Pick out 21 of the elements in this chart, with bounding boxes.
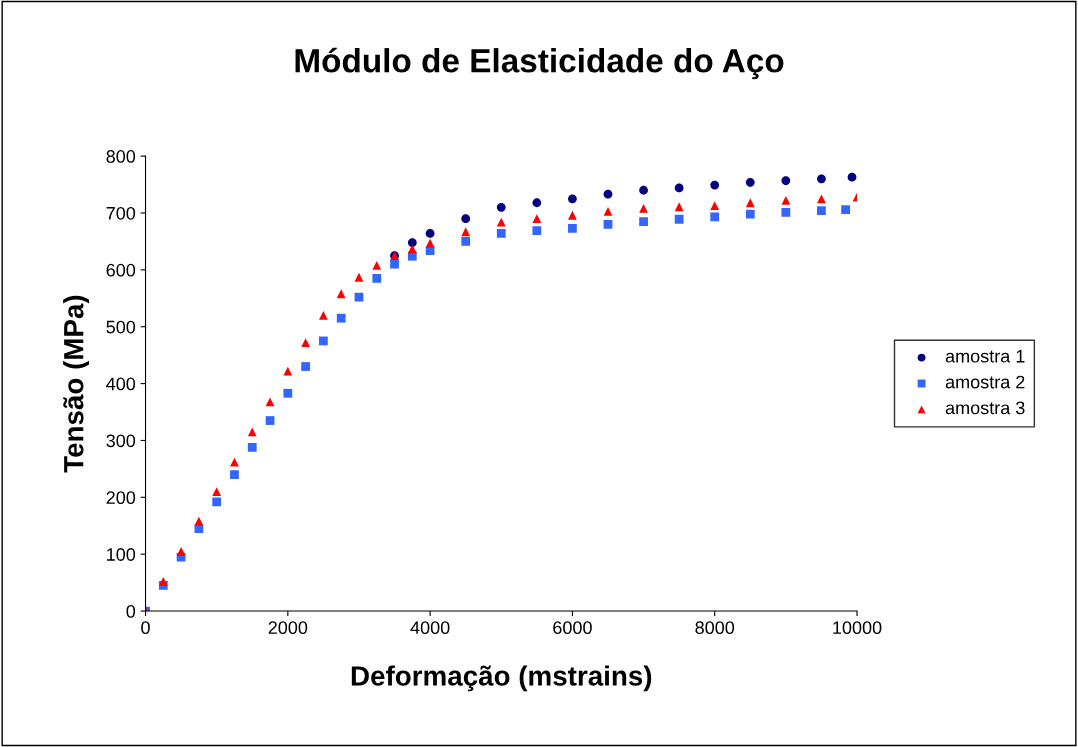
x-tick-label: 2000 — [268, 621, 308, 635]
y-tick-label: 0 — [126, 604, 136, 618]
y-tick-label: 400 — [106, 377, 136, 391]
y-tick-label: 600 — [106, 263, 136, 277]
chart-title: Módulo de Elasticidade do Aço — [295, 47, 784, 80]
legend-label: amostra 2 — [945, 375, 1025, 389]
y-tick-label: 100 — [107, 548, 136, 561]
x-tick-label: 8000 — [695, 621, 735, 635]
x-tick-label: 6000 — [553, 621, 592, 635]
x-tick-label: 10000 — [833, 621, 882, 635]
x-tick-label: 0 — [141, 621, 150, 635]
y-tick-label: 800 — [106, 150, 136, 163]
y-axis-title: Tensão (MPa) — [63, 295, 90, 473]
y-tick-label: 500 — [106, 320, 136, 334]
y-tick-label: 700 — [106, 206, 136, 220]
x-tick-label: 4000 — [410, 621, 450, 635]
y-tick-label: 200 — [106, 491, 136, 505]
x-axis-title: Deformação (mstrains) — [351, 665, 652, 692]
legend-label: amostra 1 — [945, 349, 1025, 363]
y-tick-label: 300 — [106, 434, 136, 448]
legend-label: amostra 3 — [945, 401, 1025, 415]
